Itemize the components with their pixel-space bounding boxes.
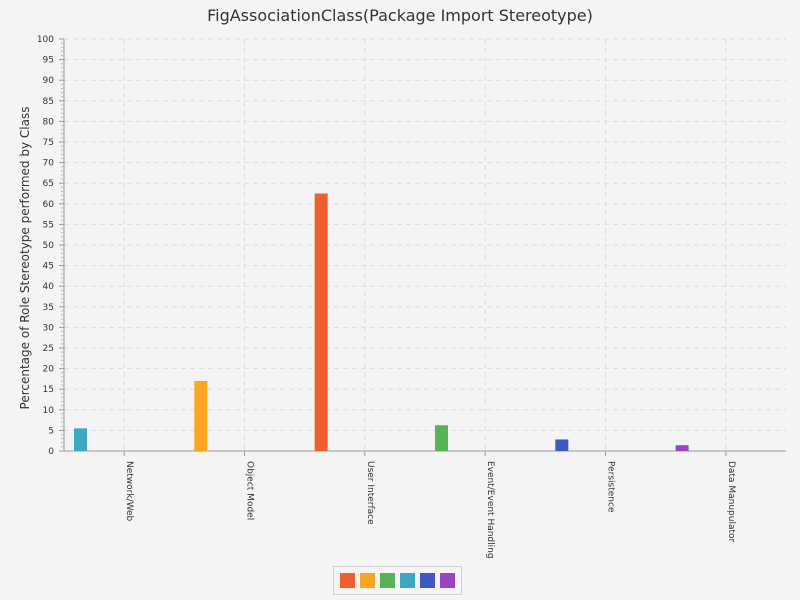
y-tick-label: 75 xyxy=(43,138,54,148)
axes xyxy=(63,39,786,456)
y-tick-label: 30 xyxy=(43,323,55,333)
y-tick-label: 15 xyxy=(43,385,54,395)
legend-swatch xyxy=(400,573,415,588)
bars xyxy=(74,193,689,451)
legend-swatch xyxy=(420,573,435,588)
legend-swatch xyxy=(380,573,395,588)
bar xyxy=(314,193,328,451)
y-tick-label: 0 xyxy=(48,447,54,457)
y-tick-label: 45 xyxy=(43,262,54,272)
x-category-label: User Interface xyxy=(365,461,375,525)
y-tick-label: 10 xyxy=(43,406,55,416)
y-tick-label: 35 xyxy=(43,303,54,313)
bar xyxy=(555,439,569,451)
legend-swatch xyxy=(340,573,355,588)
y-tick-label: 70 xyxy=(43,159,55,169)
y-tick-label: 100 xyxy=(37,35,54,45)
y-tick-label: 50 xyxy=(43,241,55,251)
bar xyxy=(74,428,87,451)
y-tick-label: 60 xyxy=(43,200,55,210)
y-tick-label: 90 xyxy=(43,76,55,86)
y-tick-label: 80 xyxy=(43,117,55,127)
bar xyxy=(435,425,448,451)
x-category-label: Persistence xyxy=(606,461,616,513)
x-category-label: Object Model xyxy=(245,461,255,520)
x-category-label: Event/Event Handling xyxy=(485,461,495,559)
x-category-label: Data Manupulator xyxy=(726,461,736,543)
bar xyxy=(194,380,208,451)
legend-swatch xyxy=(360,573,375,588)
x-axis-labels: Network/Web Object Model User Interface Eve… xyxy=(124,461,736,559)
y-tick-label: 25 xyxy=(43,344,54,354)
y-tick-label: 40 xyxy=(43,282,55,292)
y-tick-label: 65 xyxy=(43,179,54,189)
y-tick-label: 95 xyxy=(43,56,54,66)
x-category-label: Network/Web xyxy=(124,461,134,522)
y-tick-label: 20 xyxy=(43,365,55,375)
chart-title: FigAssociationClass(Package Import Stere… xyxy=(207,6,593,25)
legend-swatch xyxy=(440,573,455,588)
grid-lines xyxy=(64,38,786,451)
y-tick-label: 55 xyxy=(43,220,54,230)
y-tick-label: 5 xyxy=(48,426,54,436)
y-axis-ticks: 0 5 10 15 20 25 30 35 40 45 50 55 60 65 70 75 80 85 90 95 10… xyxy=(37,35,64,457)
bar xyxy=(675,445,689,451)
y-tick-label: 85 xyxy=(43,97,54,107)
legend xyxy=(333,566,462,595)
